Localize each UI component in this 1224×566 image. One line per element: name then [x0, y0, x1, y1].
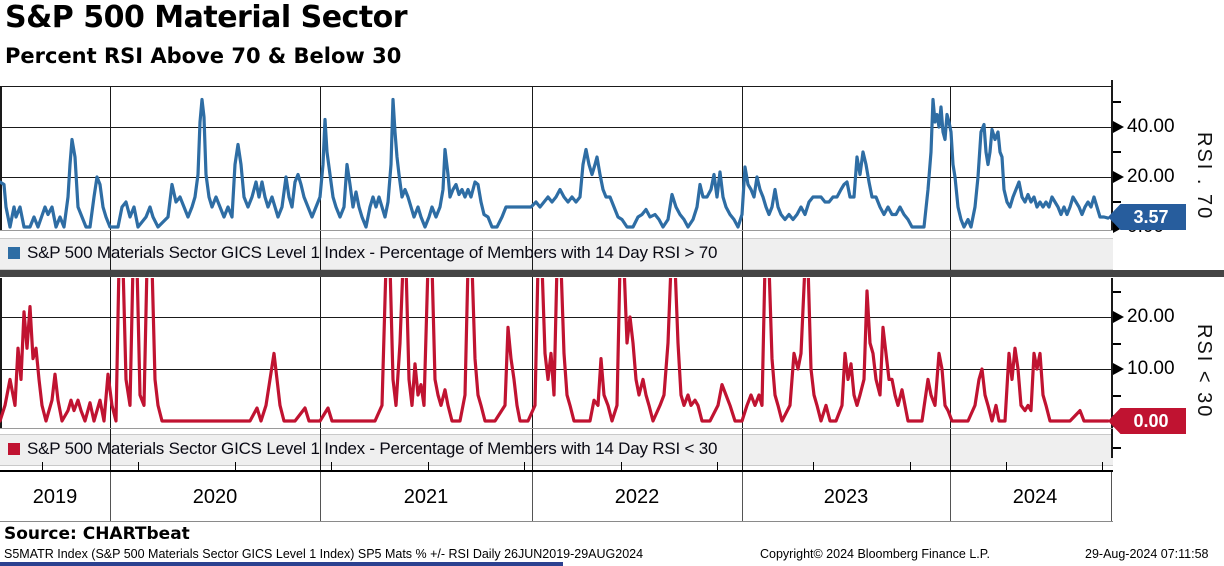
ytick-bottom-20: 20.00	[1127, 306, 1175, 327]
year-label-2020: 2020	[192, 486, 238, 508]
bottom-axis-title: RSI < 30	[1193, 324, 1215, 419]
x-tick	[1006, 462, 1007, 470]
x-tick	[524, 462, 525, 470]
legend-bar-top	[0, 238, 1113, 270]
x-tick	[910, 462, 911, 470]
top-panel-bottom-border	[0, 230, 1113, 231]
rsi-above-70-line-chart	[0, 97, 1110, 229]
ytick-bottom-10: 10.00	[1127, 358, 1175, 379]
x-tick	[1102, 462, 1103, 470]
legend-bar-bottom	[0, 434, 1113, 466]
x-axis-bottom-line	[0, 521, 1113, 522]
top-panel-right-axis-line	[1111, 80, 1113, 230]
x-tick	[42, 462, 43, 470]
year-label-2024: 2024	[1012, 486, 1058, 508]
minor-tick	[1113, 201, 1121, 203]
legend-label: S&P 500 Materials Sector GICS Level 1 In…	[27, 439, 718, 458]
year-label-2022: 2022	[614, 486, 660, 508]
minor-tick	[1113, 343, 1121, 345]
year-separator	[320, 470, 321, 521]
timestamp: 29-Aug-2024 07:11:58	[1085, 547, 1209, 561]
gridline-10	[0, 369, 1113, 370]
legend-item-rsi-above-70[interactable]: S&P 500 Materials Sector GICS Level 1 In…	[8, 238, 717, 268]
gridline-40	[0, 127, 1113, 128]
minor-tick	[1113, 291, 1121, 293]
page-title: S&P 500 Material Sector	[5, 0, 408, 35]
x-axis-line	[0, 470, 1113, 472]
year-separator	[532, 470, 533, 521]
chart-description: S5MATR Index (S&P 500 Materials Sector G…	[4, 547, 644, 561]
gridline-20	[0, 177, 1113, 178]
minor-tick	[1113, 151, 1121, 153]
legend-swatch-red	[8, 443, 20, 455]
year-gridline	[110, 86, 111, 470]
bottom-panel-left-border	[0, 278, 2, 428]
last-value-badge-top: 3.57	[1108, 204, 1186, 230]
bottom-panel-bottom-border	[0, 428, 1113, 429]
legend-swatch-blue	[8, 247, 20, 259]
year-label-2023: 2023	[823, 486, 869, 508]
x-tick	[621, 462, 622, 470]
top-axis-title: RSI . 70	[1193, 132, 1215, 221]
rsi-below-30-line-chart	[0, 278, 1110, 423]
x-tick	[428, 462, 429, 470]
minor-tick	[1113, 447, 1121, 449]
year-label-2019: 2019	[32, 486, 78, 508]
axis-arrow-icon	[1113, 121, 1124, 133]
top-panel-left-border	[0, 86, 2, 230]
ytick-top-20: 20.00	[1127, 166, 1175, 187]
year-separator	[1111, 470, 1112, 521]
year-gridline	[950, 86, 951, 470]
legend-label: S&P 500 Materials Sector GICS Level 1 In…	[27, 243, 718, 262]
minor-tick	[1113, 101, 1121, 103]
x-tick	[235, 462, 236, 470]
panel-divider	[0, 270, 1224, 277]
source-label: Source: CHARTbeat	[4, 524, 190, 544]
last-value-badge-bottom: 0.00	[1108, 408, 1186, 434]
year-separator	[742, 470, 743, 521]
year-separator	[110, 470, 111, 521]
axis-arrow-icon	[1113, 311, 1124, 323]
minor-tick	[1113, 395, 1121, 397]
ytick-top-40: 40.00	[1127, 116, 1175, 137]
year-gridline	[320, 86, 321, 470]
year-label-2021: 2021	[403, 486, 449, 508]
page-subtitle: Percent RSI Above 70 & Below 30	[5, 44, 402, 68]
year-gridline	[532, 86, 533, 470]
copyright-text: Copyright© 2024 Bloomberg Finance L.P.	[760, 547, 990, 561]
bottom-panel-right-axis-line	[1111, 278, 1113, 458]
x-tick	[331, 462, 332, 470]
axis-arrow-icon	[1113, 363, 1124, 375]
x-tick	[813, 462, 814, 470]
x-tick	[717, 462, 718, 470]
legend-item-rsi-below-30[interactable]: S&P 500 Materials Sector GICS Level 1 In…	[8, 434, 717, 464]
axis-arrow-icon	[1113, 171, 1124, 183]
year-gridline	[742, 86, 743, 470]
top-panel-top-border	[0, 86, 1113, 87]
x-tick	[138, 462, 139, 470]
cropped-bottom-bar	[0, 562, 563, 566]
year-separator	[950, 470, 951, 521]
